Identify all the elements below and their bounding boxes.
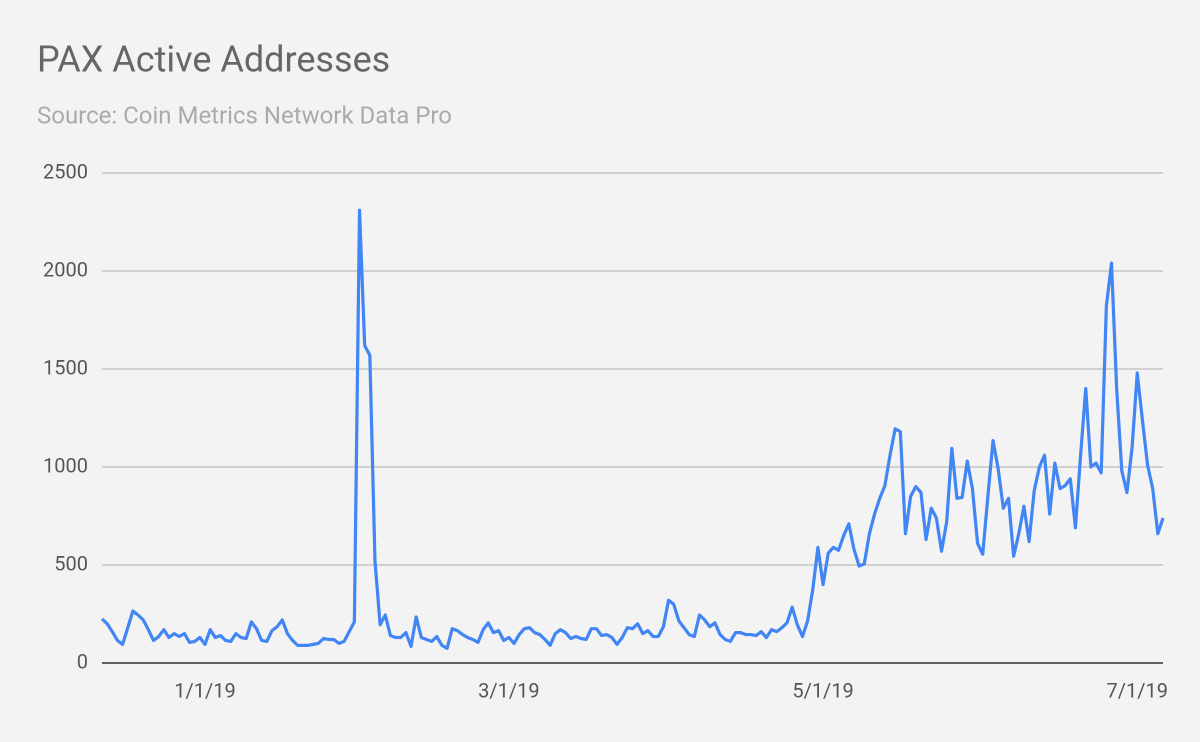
y-tick-label: 500 <box>54 551 88 575</box>
x-tick-label: 5/1/19 <box>792 678 853 702</box>
y-tick-label: 1000 <box>43 453 88 477</box>
data-line <box>100 208 1165 650</box>
y-tick-label: 1500 <box>43 355 88 379</box>
chart-title: PAX Active Addresses <box>37 39 390 81</box>
chart-subtitle: Source: Coin Metrics Network Data Pro <box>37 101 452 129</box>
y-tick-label: 0 <box>77 649 88 673</box>
x-tick-label: 3/1/19 <box>478 678 539 702</box>
y-tick-label: 2000 <box>43 257 88 281</box>
y-tick-label: 2500 <box>43 159 88 183</box>
x-tick-label: 7/1/19 <box>1107 678 1168 702</box>
x-tick-label: 1/1/19 <box>174 678 235 702</box>
